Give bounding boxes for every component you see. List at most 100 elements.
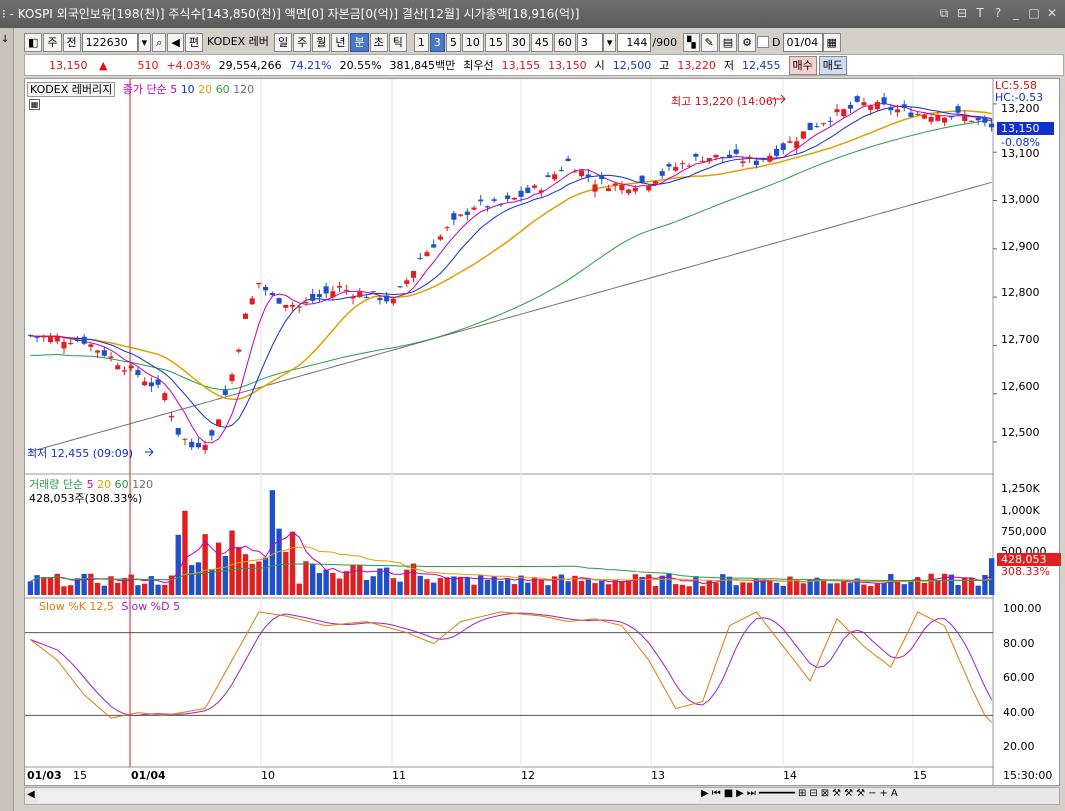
type-select[interactable]: 주 — [43, 32, 62, 52]
stock-code-input[interactable]: 122630 — [81, 32, 138, 52]
volume-label: 거래량 단순 — [29, 478, 84, 491]
speed-slider[interactable]: ━━━━━━ — [758, 788, 795, 799]
sell-button[interactable]: 매도 — [818, 55, 848, 75]
arrow-down-icon[interactable]: ↓ — [1, 34, 10, 45]
interval-dropdown-icon[interactable]: ▾ — [602, 32, 617, 52]
volume-bar — [894, 580, 901, 595]
candle-body — [195, 443, 201, 448]
candle-body — [61, 341, 67, 349]
maximize-icon[interactable]: □ — [1028, 6, 1040, 20]
volume-bar — [357, 565, 363, 595]
interval-10[interactable]: 10 — [461, 32, 484, 52]
zoom-icon-3[interactable]: ⊠ — [820, 788, 830, 799]
zoom-out-icon[interactable]: − — [868, 788, 877, 799]
vol-ma60-label: 60 — [114, 478, 129, 491]
candle-body — [491, 199, 497, 201]
candle-body — [155, 379, 161, 385]
scroll-left-icon[interactable]: ◀ — [27, 789, 35, 800]
dropdown-chevron-icon[interactable]: ▾ — [137, 32, 152, 52]
candle-body — [975, 118, 981, 121]
candle-body — [921, 114, 927, 119]
interval-60[interactable]: 60 — [553, 32, 576, 52]
interval-1[interactable]: 1 — [413, 32, 429, 52]
chart-area[interactable]: KODEX 레버리지 종가 단순 5 10 20 60 120 ▦ 최고 13,… — [24, 78, 1061, 786]
unit-month[interactable]: 월 — [312, 32, 331, 52]
vol-ma20-line — [30, 546, 992, 583]
text-icon[interactable]: T — [976, 6, 984, 20]
close-icon[interactable]: ✕ — [1046, 6, 1058, 20]
date-input[interactable]: 01/04 — [782, 32, 823, 52]
step-back-icon[interactable]: ▶ — [701, 788, 709, 799]
calendar-icon[interactable]: ▦ — [822, 32, 841, 52]
settings-gear-icon[interactable]: ⚙ — [738, 32, 757, 52]
volume-bar — [343, 571, 349, 595]
unit-second[interactable]: 초 — [369, 32, 388, 52]
ytick-price-5: 12,700 — [1001, 333, 1040, 346]
unit-minute[interactable]: 분 — [350, 32, 369, 52]
interval-5[interactable]: 5 — [445, 32, 461, 52]
volume-bar — [478, 575, 484, 595]
range-input[interactable]: 144 — [617, 32, 652, 52]
volume-bar — [679, 584, 686, 595]
help-icon[interactable]: ? — [994, 6, 1002, 20]
interval-input[interactable]: 3 — [576, 32, 603, 52]
font-size-icon[interactable]: A — [890, 788, 898, 799]
volume-bar — [424, 579, 430, 595]
chart-canvas[interactable] — [25, 79, 1059, 785]
interval-30[interactable]: 30 — [507, 32, 530, 52]
price-change-pct: +4.03% — [166, 58, 211, 72]
low-label: 저 — [723, 59, 735, 72]
volume-bar — [128, 574, 134, 595]
volume-bar — [74, 578, 81, 595]
search-icon[interactable]: ⌕ — [152, 32, 167, 52]
layout-icon[interactable]: ⊟ — [956, 6, 968, 20]
unit-tick[interactable]: 틱 — [388, 32, 407, 52]
stop-icon[interactable]: ■ — [723, 788, 734, 799]
volume-bar — [34, 575, 40, 595]
forward-icon[interactable]: ▶ — [736, 788, 744, 799]
volume-bar — [484, 579, 491, 595]
volume-bar — [794, 580, 800, 595]
ma10-line — [30, 105, 992, 428]
sound-icon[interactable]: ◀ — [167, 32, 184, 52]
volume-bar — [874, 583, 881, 595]
save-icon[interactable]: ▤ — [718, 32, 738, 52]
tool-icon-5[interactable]: ⚒ — [856, 788, 866, 799]
zoom-in-icon[interactable]: + — [879, 788, 888, 799]
unit-day[interactable]: 일 — [273, 32, 293, 52]
instrument-label[interactable]: KODEX 레버리지 — [27, 82, 116, 97]
rewind-icon[interactable]: ⏮ — [711, 788, 721, 799]
interval-3[interactable]: 3 — [429, 32, 445, 52]
tool-icon-3[interactable]: ⚒ — [832, 788, 842, 799]
ma120-line — [30, 181, 992, 453]
candle-body — [720, 156, 726, 158]
volume-bar — [390, 578, 397, 595]
period-select[interactable]: 전 — [62, 32, 81, 52]
zoom-icon-2[interactable]: ⊟ — [809, 788, 818, 799]
tool-icon-2[interactable]: ✎ — [700, 32, 718, 52]
horizontal-scrollbar[interactable] — [39, 791, 699, 802]
tool-icon-4[interactable]: ⚒ — [844, 788, 854, 799]
grid-toggle-icon[interactable]: ▦ — [29, 99, 40, 110]
xtick-4: 11 — [392, 769, 406, 782]
date-checkbox[interactable] — [757, 36, 770, 48]
buy-button[interactable]: 매수 — [788, 55, 817, 75]
candle-body — [901, 104, 907, 108]
interval-15[interactable]: 15 — [484, 32, 507, 52]
zoom-icon-1[interactable]: ⊞ — [797, 788, 807, 799]
minimize-icon[interactable]: _ — [1013, 6, 1019, 20]
tile-icon[interactable]: ⧉ — [939, 6, 949, 20]
interval-45[interactable]: 45 — [530, 32, 553, 52]
layout-button[interactable]: ◧ — [24, 32, 43, 52]
unit-year[interactable]: 년 — [331, 32, 350, 52]
fx-button[interactable]: 편 — [184, 32, 203, 52]
candle-body — [679, 163, 685, 165]
volume-bar — [121, 577, 128, 595]
candle-body — [189, 441, 195, 448]
tool-icon-1[interactable]: ▚ — [683, 32, 700, 52]
end-icon[interactable]: ⏭ — [746, 788, 756, 799]
candle-body — [296, 306, 302, 308]
volume-bar — [498, 581, 504, 595]
unit-week[interactable]: 주 — [293, 32, 312, 52]
ma120-label: 120 — [233, 83, 255, 96]
